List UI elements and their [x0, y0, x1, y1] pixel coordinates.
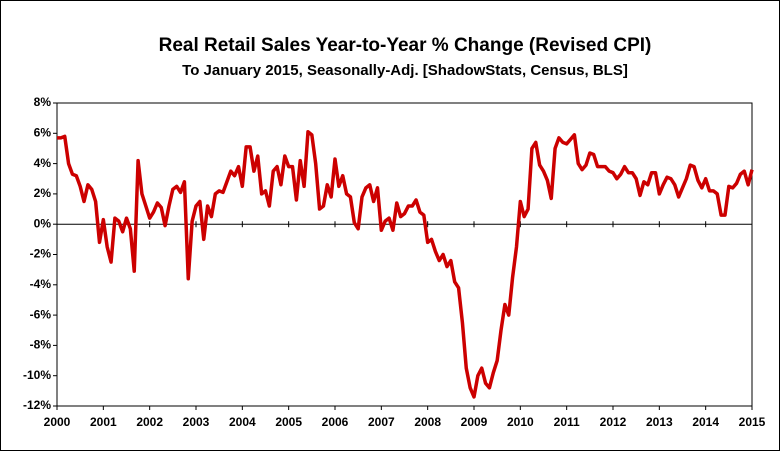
- chart-subtitle: To January 2015, Seasonally-Adj. [Shadow…: [182, 62, 628, 79]
- x-tick-label: 2013: [646, 415, 673, 429]
- series-line: [57, 130, 754, 399]
- y-tick-label: -6%: [30, 307, 52, 321]
- y-tick-label: -4%: [30, 277, 52, 291]
- x-tick-label: 2006: [322, 415, 349, 429]
- y-tick-label: 6%: [34, 125, 52, 139]
- y-tick-label: 0%: [34, 216, 52, 230]
- x-tick-label: 2009: [461, 415, 488, 429]
- x-tick-label: 2000: [44, 415, 71, 429]
- x-tick-label: 2004: [229, 415, 256, 429]
- y-tick-label: -12%: [23, 398, 51, 412]
- chart-title: Real Retail Sales Year-to-Year % Change …: [159, 35, 652, 56]
- y-tick-label: 4%: [34, 156, 52, 170]
- x-tick-label: 2010: [507, 415, 534, 429]
- x-tick-label: 2002: [136, 415, 163, 429]
- x-tick-label: 2012: [600, 415, 627, 429]
- x-tick-label: 2015: [739, 415, 766, 429]
- x-tick-label: 2005: [275, 415, 302, 429]
- x-tick-label: 2011: [554, 415, 580, 429]
- x-tick-label: 2008: [414, 415, 441, 429]
- x-tick-label: 2003: [183, 415, 210, 429]
- y-tick-label: -10%: [23, 368, 51, 382]
- x-tick-label: 2001: [90, 415, 117, 429]
- x-tick-label: 2007: [368, 415, 395, 429]
- x-tick-label: 2014: [692, 415, 719, 429]
- y-tick-label: 8%: [34, 95, 52, 109]
- y-tick-label: -8%: [30, 338, 52, 352]
- y-tick-label: -2%: [30, 247, 52, 261]
- y-tick-label: 2%: [34, 186, 52, 200]
